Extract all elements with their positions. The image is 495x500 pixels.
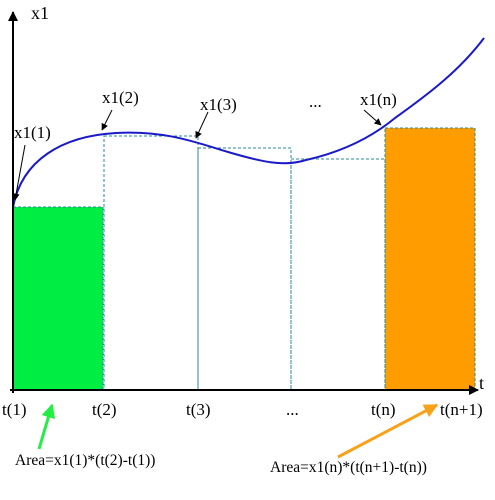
t-label-n-plus-1: t(n+1) — [440, 400, 483, 419]
pointer-x1-1 — [12, 144, 26, 201]
step-rect-2 — [103, 135, 199, 391]
point-label-x1-1: x1(1) — [14, 123, 51, 142]
t-label-3: t(3) — [186, 400, 211, 419]
y-axis-title: x1 — [31, 3, 49, 23]
pointer-x1-3 — [195, 111, 209, 139]
t-label-n: t(n) — [371, 400, 396, 419]
pointer-x1-n — [363, 109, 382, 126]
point-label-x1-3: x1(3) — [200, 95, 237, 114]
first-area-arrow — [37, 403, 56, 450]
point-label-x1-2: x1(2) — [102, 88, 139, 107]
last-area-formula: Area=x1(n)*(t(n+1)-t(n)) — [270, 459, 427, 476]
first-area-formula: Area=x1(1)*(t(2)-t(1)) — [15, 452, 155, 469]
t-label-1: t(1) — [2, 400, 27, 419]
point-label-ellipsis: ... — [309, 92, 322, 111]
last-area-arrow — [337, 403, 439, 459]
step-rect-4 — [290, 158, 386, 391]
x-axis-title: t — [479, 373, 484, 393]
last-area-rect — [384, 127, 476, 391]
t-label-ellipsis: ... — [286, 400, 299, 419]
point-label-x1-n: x1(n) — [360, 90, 397, 109]
pointer-x1-2 — [101, 109, 113, 131]
step-rectangles — [103, 135, 386, 391]
x1-curve — [12, 37, 485, 208]
first-area-rect — [12, 206, 104, 391]
step-rect-3 — [197, 147, 292, 391]
t-label-2: t(2) — [92, 400, 117, 419]
